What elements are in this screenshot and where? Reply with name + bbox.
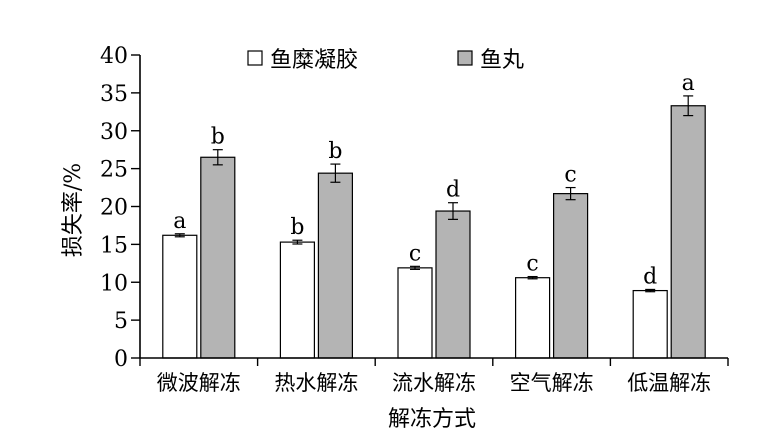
y-tick-label-0: 0	[114, 347, 128, 372]
legend-label-series-0: 鱼糜凝胶	[270, 48, 358, 73]
legend-swatch-series-1	[457, 50, 473, 66]
y-tick-label-2: 10	[100, 271, 128, 296]
y-ticks: 0 5 10 15 20 25 30 35 40	[100, 44, 140, 372]
bar-series-0-cat-3	[514, 277, 551, 359]
x-category-label-1: 热水解冻	[274, 371, 358, 395]
significance-label-series-1-cat-1: b	[328, 139, 342, 164]
y-tick-label-3: 15	[100, 233, 128, 258]
significance-label-series-0-cat-0: a	[173, 209, 186, 234]
significance-label-series-0-cat-1: b	[290, 215, 304, 240]
y-axis-title: 损失率/%	[61, 163, 86, 257]
x-category-label-4: 低温解冻	[627, 371, 711, 395]
y-tick-label-5: 25	[100, 158, 128, 183]
x-category-label-0: 微波解冻	[157, 371, 241, 395]
bar-series-1-cat-4	[670, 105, 706, 359]
significance-label-series-1-cat-0: b	[211, 125, 225, 150]
significance-label-series-1-cat-2: d	[446, 178, 460, 203]
y-tick-label-1: 5	[114, 309, 128, 334]
bar-series-0-cat-4	[632, 289, 668, 359]
significance-label-series-0-cat-4: d	[643, 264, 657, 289]
y-tick-label-4: 20	[100, 196, 128, 221]
x-axis-title: 解冻方式	[388, 407, 476, 432]
y-tick-label-7: 35	[100, 82, 128, 107]
bar-series-0-cat-1	[279, 241, 315, 359]
significance-label-series-1-cat-3: c	[564, 163, 576, 188]
significance-label-series-0-cat-3: c	[526, 252, 538, 277]
legend: 鱼糜凝胶 鱼丸	[247, 48, 524, 73]
x-categories: 微波解冻 热水解冻 流水解冻 空气解冻 低温解冻	[139, 358, 729, 395]
x-category-label-2: 流水解冻	[392, 371, 476, 395]
bar-series-1-cat-3	[552, 193, 589, 359]
legend-swatch-series-0	[247, 50, 263, 66]
bar-series-1-cat-1	[317, 172, 353, 359]
bar-series-0-cat-0	[162, 234, 198, 359]
bar-series-1-cat-0	[200, 156, 236, 359]
significance-label-series-0-cat-2: c	[409, 241, 421, 266]
legend-label-series-1: 鱼丸	[480, 48, 524, 73]
y-tick-label-6: 30	[100, 120, 128, 145]
bar-series-0-cat-2	[397, 267, 433, 359]
bars: a b b b c d c c d a	[162, 71, 706, 359]
bar-series-1-cat-2	[435, 210, 471, 359]
y-tick-label-8: 40	[100, 44, 128, 69]
x-category-label-3: 空气解冻	[510, 371, 594, 395]
significance-label-series-1-cat-4: a	[682, 71, 695, 96]
